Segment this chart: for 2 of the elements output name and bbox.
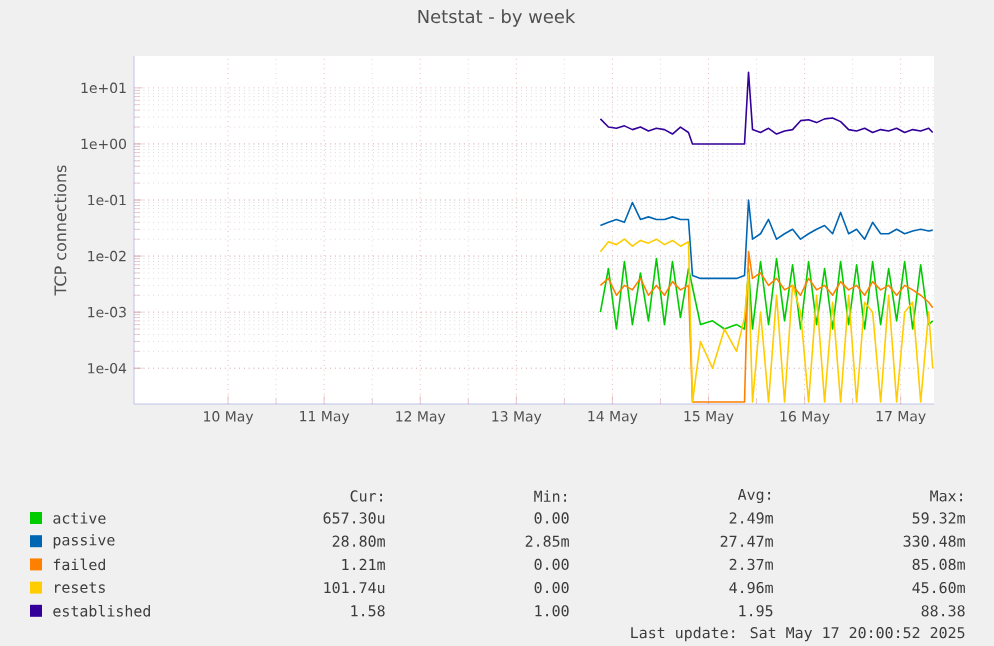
chart-title: Netstat - by week [418,9,576,27]
line-series [599,257,934,330]
